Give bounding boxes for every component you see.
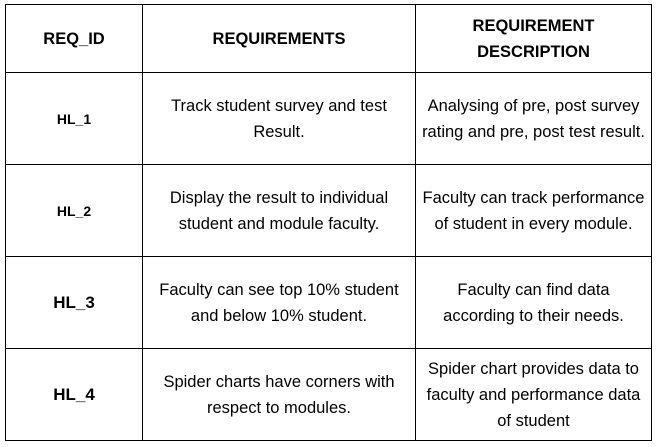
- requirement-cell: Display the result to individual student…: [142, 164, 416, 257]
- req-id-cell: HL_2: [5, 164, 143, 257]
- header-requirement-description: REQUIREMENT DESCRIPTION: [415, 4, 652, 73]
- table-row: HL_3 Faculty can see top 10% student and…: [5, 256, 652, 349]
- requirements-table: REQ_ID REQUIREMENTS REQUIREMENT DESCRIPT…: [5, 4, 652, 441]
- requirement-cell: Spider charts have corners with respect …: [142, 348, 416, 441]
- table-row: HL_1 Track student survey and test Resul…: [5, 72, 652, 165]
- description-cell: Spider chart provides data to faculty an…: [415, 348, 652, 441]
- description-cell: Faculty can find data according to their…: [415, 256, 652, 349]
- req-id-cell: HL_1: [5, 72, 143, 165]
- table-header: REQ_ID REQUIREMENTS REQUIREMENT DESCRIPT…: [5, 4, 652, 73]
- table-row: HL_4 Spider charts have corners with res…: [5, 348, 652, 441]
- description-cell: Analysing of pre, post survey rating and…: [415, 72, 652, 165]
- req-id-cell: HL_3: [5, 256, 143, 349]
- requirement-cell: Track student survey and test Result.: [142, 72, 416, 165]
- header-row: REQ_ID REQUIREMENTS REQUIREMENT DESCRIPT…: [5, 4, 652, 73]
- table-body: HL_1 Track student survey and test Resul…: [5, 72, 652, 441]
- table-row: HL_2 Display the result to individual st…: [5, 164, 652, 257]
- header-req-id: REQ_ID: [5, 4, 143, 73]
- header-requirements: REQUIREMENTS: [142, 4, 416, 73]
- req-id-cell: HL_4: [5, 348, 143, 441]
- requirement-cell: Faculty can see top 10% student and belo…: [142, 256, 416, 349]
- description-cell: Faculty can track performance of student…: [415, 164, 652, 257]
